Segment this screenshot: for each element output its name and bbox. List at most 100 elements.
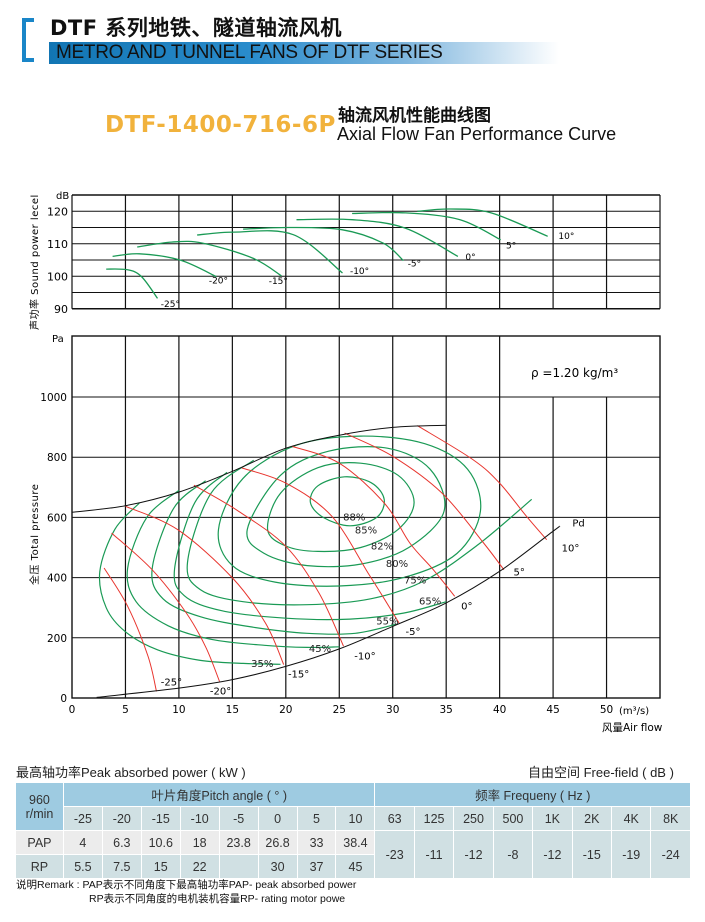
blade-angle-line	[111, 532, 220, 682]
efficiency-label: 45%	[309, 644, 331, 655]
frequency-cell: 63	[374, 806, 415, 831]
perf-x-tick-label: 10	[172, 704, 185, 716]
angle-cell: 5	[296, 806, 337, 831]
perf-x-tick-label: 45	[546, 704, 559, 716]
noise-table-title: 自由空间 Free-field ( dB )	[528, 765, 674, 780]
perf-x-unit: (m³/s)	[619, 706, 649, 717]
efficiency-label: 82%	[371, 542, 393, 553]
pd-line	[96, 525, 561, 698]
perf-x-tick-label: 25	[333, 704, 346, 716]
sound-curve	[417, 208, 548, 237]
efficiency-contour	[266, 462, 415, 553]
sound-curve-label: -15°	[269, 277, 288, 287]
noise-value: -12	[453, 830, 494, 879]
air-density-note: ρ =1.20 kg/m³	[531, 366, 618, 380]
series-title-cn: DTF 系列地铁、隧道轴流风机	[50, 16, 342, 40]
model-code: DTF-1400-716-6P	[105, 112, 336, 138]
pap-label: PAP	[15, 830, 64, 855]
efficiency-label: 75%	[404, 576, 426, 587]
angle-cell: 0	[257, 806, 298, 831]
performance-curve-chart: Pa 0 200 400 600 800 1000 0 5 10 15 20 25 30 35 40 45 50 (…	[28, 334, 663, 734]
efficiency-contour	[246, 446, 446, 568]
angle-cell: -15	[140, 806, 181, 831]
angle-cell: 10	[335, 806, 376, 831]
efficiency-contour	[173, 471, 447, 621]
series-title-en: METRO AND TUNNEL FANS OF DTF SERIES	[56, 42, 443, 63]
noise-value: -23	[374, 830, 415, 879]
blade-angle-line	[193, 484, 344, 647]
performance-table: 960 r/min 叶片角度Pitch angle ( ° ) 频率 Frequeny…	[15, 782, 691, 879]
efficiency-label: 35%	[251, 659, 273, 670]
sound-y-tick-label: 120	[47, 205, 68, 218]
perf-x-tick-label: 30	[386, 704, 399, 716]
pitch-angle-header: 叶片角度Pitch angle ( ° )	[62, 782, 376, 807]
sound-curve-label: 10°	[558, 232, 574, 242]
blade-angle-label: -25°	[161, 677, 182, 688]
angle-cell: -10	[179, 806, 220, 831]
efficiency-contour	[126, 489, 340, 649]
blade-angle-label: -20°	[210, 686, 231, 697]
perf-x-tick-label: 15	[226, 704, 239, 716]
pap-value: 10.6	[140, 830, 181, 855]
pap-value: 33	[296, 830, 337, 855]
noise-value: -24	[650, 830, 691, 879]
series-banner	[49, 42, 559, 64]
sound-curve	[296, 218, 459, 257]
blade-angle-line	[241, 467, 400, 624]
sound-y-tick-label: 90	[54, 303, 68, 316]
sound-curve-label: -25°	[161, 300, 180, 310]
blade-angle-line	[103, 567, 157, 692]
rp-value: 22	[179, 854, 220, 879]
efficiency-contour	[217, 435, 482, 587]
efficiency-contour	[309, 476, 385, 527]
sound-y-axis-title: 声功率 Sound power lecel	[28, 194, 41, 330]
pd-line-label: Pd	[572, 518, 584, 529]
efficiency-label: 88%	[343, 512, 365, 523]
angle-cell: -20	[101, 806, 142, 831]
frequency-cell: 250	[453, 806, 494, 831]
perf-y-tick-label: 600	[47, 512, 67, 524]
blade-angle-label: -10°	[354, 651, 375, 662]
blade-angle-line	[292, 445, 456, 597]
efficiency-label: 85%	[355, 526, 377, 537]
perf-x-axis-title: 风量Air flow	[602, 722, 663, 734]
perf-y-tick-label: 200	[47, 633, 67, 645]
efficiency-contour	[98, 502, 281, 665]
rp-value: 45	[335, 854, 376, 879]
frequency-cell: 4K	[611, 806, 652, 831]
rp-value: 37	[296, 854, 337, 879]
blade-angle-label: -15°	[288, 669, 309, 680]
pap-value: 6.3	[101, 830, 142, 855]
chart-title-cn: 轴流风机性能曲线图	[338, 106, 491, 126]
header-bracket-decoration	[22, 18, 34, 62]
power-table-title: 最高轴功率Peak absorbed power ( kW )	[16, 765, 246, 780]
noise-value: -12	[532, 830, 573, 879]
remark-line-1: 说明Remark : PAP表示不同角度下最高轴功率PAP- peak abso…	[16, 879, 357, 891]
table-row: RP 5.5 7.5 15 22 30 37 45	[15, 854, 691, 879]
noise-value: -15	[571, 830, 613, 879]
sound-curve	[243, 226, 404, 262]
rp-value: 5.5	[62, 854, 103, 879]
blade-angle-label: 0°	[461, 601, 472, 612]
surge-envelope-line	[71, 424, 447, 513]
perf-x-tick-label: 35	[439, 704, 452, 716]
rp-value: 15	[140, 854, 181, 879]
speed-cell: 960 r/min	[15, 782, 64, 831]
frequency-header: 频率 Frequeny ( Hz )	[374, 782, 691, 807]
remark-line-2: RP表示不同角度的电机装机容量RP- rating motor powe	[89, 893, 346, 905]
table-row: -25 -20 -15 -10 -5 0 5 10 63 125 250 500 1K 2K 4K 8K	[16, 806, 691, 831]
perf-y-tick-label: 0	[60, 693, 67, 705]
sound-curve	[106, 268, 159, 299]
blade-angle-line	[417, 425, 548, 541]
perf-y-tick-label: 400	[47, 573, 67, 585]
frequency-cell: 2K	[571, 806, 613, 831]
blade-angle-line	[125, 505, 285, 665]
sound-y-tick-label: 100	[47, 270, 68, 283]
table-header-row: 960 r/min 叶片角度Pitch angle ( ° ) 频率 Frequeny…	[15, 782, 691, 831]
pap-value: 18	[179, 830, 220, 855]
sound-y-tick-label: 110	[47, 238, 68, 251]
perf-x-tick-label: 5	[122, 704, 129, 716]
perf-y-unit: Pa	[52, 334, 64, 345]
rp-value	[218, 854, 259, 879]
sound-power-chart: dB 120 110 100 90 声功率 Sound power lecel -25° -2…	[28, 191, 661, 330]
